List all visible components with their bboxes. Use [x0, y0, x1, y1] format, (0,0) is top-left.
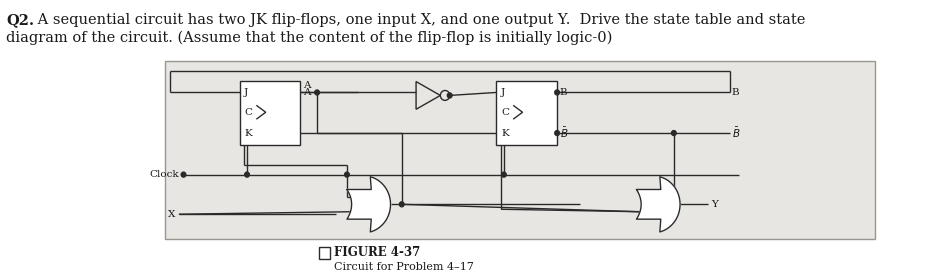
- Text: Circuit for Problem 4–17: Circuit for Problem 4–17: [333, 262, 473, 272]
- Text: J: J: [244, 88, 248, 97]
- Circle shape: [554, 131, 559, 136]
- Text: B: B: [731, 88, 739, 97]
- Circle shape: [501, 172, 506, 177]
- Text: J: J: [501, 88, 505, 97]
- Text: FIGURE 4-37: FIGURE 4-37: [333, 246, 420, 259]
- Polygon shape: [347, 177, 390, 232]
- Polygon shape: [636, 177, 680, 232]
- Text: B: B: [560, 88, 567, 97]
- Text: A sequential circuit has two JK flip-flops, one input X, and one output Y.  Driv: A sequential circuit has two JK flip-flo…: [33, 13, 804, 27]
- Circle shape: [446, 93, 451, 98]
- Text: $\bar{B}$: $\bar{B}$: [731, 126, 740, 140]
- Bar: [239, 81, 300, 145]
- Text: Clock: Clock: [149, 170, 179, 179]
- Circle shape: [181, 172, 186, 177]
- Text: $\bar{B}$: $\bar{B}$: [560, 126, 567, 140]
- Text: X: X: [168, 210, 175, 219]
- Text: C: C: [501, 108, 508, 117]
- Bar: [496, 81, 557, 145]
- Text: C: C: [244, 108, 252, 117]
- Circle shape: [245, 172, 249, 177]
- Circle shape: [314, 90, 319, 95]
- Text: Q2.: Q2.: [6, 13, 34, 27]
- Circle shape: [671, 131, 676, 136]
- Text: A: A: [303, 88, 310, 97]
- Bar: [319, 247, 329, 259]
- Circle shape: [554, 90, 559, 95]
- Text: K: K: [501, 128, 508, 138]
- Text: diagram of the circuit. (Assume that the content of the flip-flop is initially l: diagram of the circuit. (Assume that the…: [6, 31, 612, 45]
- Text: A: A: [303, 81, 310, 90]
- Circle shape: [345, 172, 349, 177]
- Bar: [165, 61, 874, 239]
- Text: K: K: [244, 128, 251, 138]
- Circle shape: [399, 202, 404, 207]
- Text: Y: Y: [710, 200, 717, 209]
